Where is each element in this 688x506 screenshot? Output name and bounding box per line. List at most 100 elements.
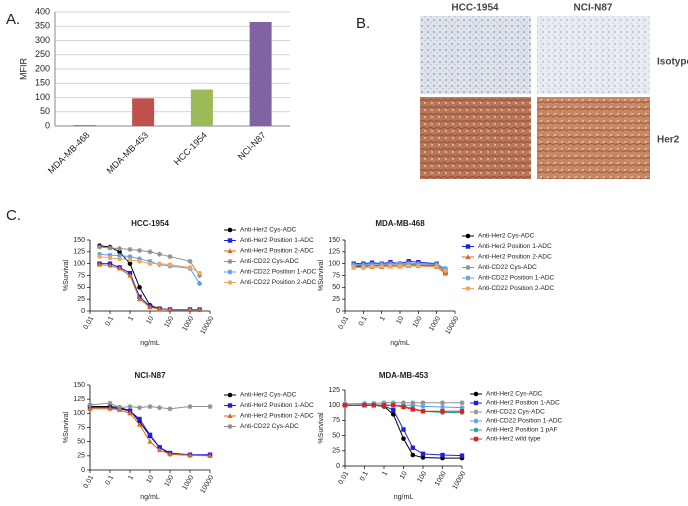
legend-label: Anti-CD22 Position 2-ADC bbox=[478, 285, 555, 292]
marker bbox=[157, 261, 162, 266]
legend-marker bbox=[227, 259, 233, 264]
marker bbox=[137, 259, 142, 264]
y-axis-label: MFIR bbox=[18, 58, 28, 80]
x-tick-label: 10000 bbox=[452, 470, 468, 490]
x-tick-label: 10000 bbox=[445, 315, 461, 335]
legend-label: Anti-CD22 Position 1-ADC bbox=[486, 418, 563, 425]
bar bbox=[249, 21, 272, 127]
marker bbox=[127, 257, 133, 263]
marker bbox=[434, 261, 440, 267]
marker bbox=[410, 452, 416, 458]
marker bbox=[420, 451, 426, 457]
y-tick-label: 25 bbox=[77, 453, 85, 460]
series-line bbox=[99, 256, 200, 274]
legend-label: Anti-CD22 Cys-ADC bbox=[240, 423, 299, 430]
x-tick-label: 0.1 bbox=[358, 315, 369, 327]
marker bbox=[434, 264, 439, 269]
marker bbox=[127, 254, 133, 260]
marker bbox=[107, 262, 113, 268]
x-tick-label: MDA-MB-468 bbox=[46, 130, 92, 176]
legend-marker bbox=[227, 248, 233, 253]
legend-label: Anti-Her2 Cys-ADC bbox=[478, 233, 535, 240]
marker bbox=[167, 451, 173, 457]
y-tick-label: 350 bbox=[35, 21, 50, 31]
marker bbox=[187, 306, 193, 312]
marker bbox=[137, 256, 143, 262]
x-tick-label: 10000 bbox=[200, 474, 216, 494]
y-tick-label: 50 bbox=[77, 439, 85, 446]
y-tick-label: 100 bbox=[73, 410, 85, 417]
y-tick-label: 25 bbox=[77, 296, 85, 303]
marker bbox=[401, 404, 406, 410]
ihc-row: Isotype bbox=[657, 57, 688, 68]
marker bbox=[117, 249, 122, 255]
marker bbox=[360, 262, 366, 268]
legend-marker bbox=[473, 391, 479, 397]
marker bbox=[379, 264, 384, 269]
bar bbox=[190, 89, 213, 126]
x-tick-label: 100 bbox=[163, 474, 175, 488]
marker bbox=[351, 264, 357, 270]
legend-label: Anti-Her2 Position 1-ADC bbox=[240, 402, 314, 409]
x-tick-label: 1000 bbox=[434, 470, 448, 487]
x-tick-label: 0.1 bbox=[104, 315, 115, 327]
marker bbox=[420, 409, 426, 414]
marker bbox=[391, 407, 396, 413]
legend-label: Anti-Her2 Position 1 pAF bbox=[486, 427, 558, 434]
legend-marker bbox=[473, 427, 479, 433]
legend-marker bbox=[473, 418, 479, 424]
x-tick-label: 0.1 bbox=[104, 474, 115, 486]
marker bbox=[197, 273, 203, 278]
marker bbox=[167, 406, 173, 412]
y-tick-label: 150 bbox=[73, 237, 85, 244]
y-tick-label: 75 bbox=[332, 417, 340, 424]
x-tick-label: 0.1 bbox=[359, 470, 370, 482]
x-tick-label: 100 bbox=[416, 470, 428, 484]
marker bbox=[156, 306, 163, 312]
series-line bbox=[90, 406, 210, 456]
legend-marker bbox=[465, 254, 471, 259]
x-tick-label: 10 bbox=[145, 315, 155, 325]
y-tick-label: 250 bbox=[35, 49, 50, 59]
marker bbox=[459, 400, 465, 406]
marker bbox=[207, 453, 213, 458]
marker bbox=[459, 409, 465, 414]
series-line bbox=[353, 262, 446, 269]
series-line bbox=[99, 246, 200, 276]
marker bbox=[137, 405, 143, 411]
marker bbox=[147, 438, 153, 444]
marker bbox=[167, 306, 173, 312]
x-tick-label: 0.01 bbox=[82, 315, 95, 330]
legend-label: Anti-CD22 Position 2-ADC bbox=[240, 279, 317, 286]
marker bbox=[137, 285, 142, 290]
panel-label: C. bbox=[6, 207, 21, 224]
marker bbox=[371, 403, 377, 408]
x-tick-label: 100 bbox=[412, 315, 424, 329]
y-tick-label: 75 bbox=[77, 272, 85, 279]
marker bbox=[459, 453, 465, 458]
marker bbox=[157, 251, 163, 257]
marker bbox=[107, 245, 113, 251]
marker bbox=[127, 404, 133, 410]
y-tick-label: 100 bbox=[73, 261, 85, 268]
ihc-column: NCI-N87 bbox=[574, 3, 613, 14]
x-tick-label: 10 bbox=[145, 474, 155, 484]
legend-marker bbox=[227, 403, 233, 408]
marker bbox=[107, 252, 113, 258]
legend-label: Anti-CD22 Cys-ADC bbox=[486, 409, 545, 416]
y-tick-label: 400 bbox=[35, 6, 50, 16]
marker bbox=[127, 272, 133, 278]
ihc-row: Her2 bbox=[657, 135, 680, 146]
x-tick-label: MDA-MB-453 bbox=[105, 130, 151, 176]
marker bbox=[420, 455, 426, 460]
marker bbox=[147, 432, 153, 438]
marker bbox=[369, 261, 375, 267]
y-tick-label: 75 bbox=[332, 272, 340, 279]
y-tick-label: 0 bbox=[336, 463, 340, 470]
marker bbox=[136, 296, 143, 302]
legend-label: Anti-Her2 Position 1-ADC bbox=[478, 243, 552, 250]
marker bbox=[107, 255, 113, 261]
marker bbox=[406, 263, 412, 268]
y-tick-label: 125 bbox=[328, 249, 340, 256]
marker bbox=[87, 402, 93, 408]
